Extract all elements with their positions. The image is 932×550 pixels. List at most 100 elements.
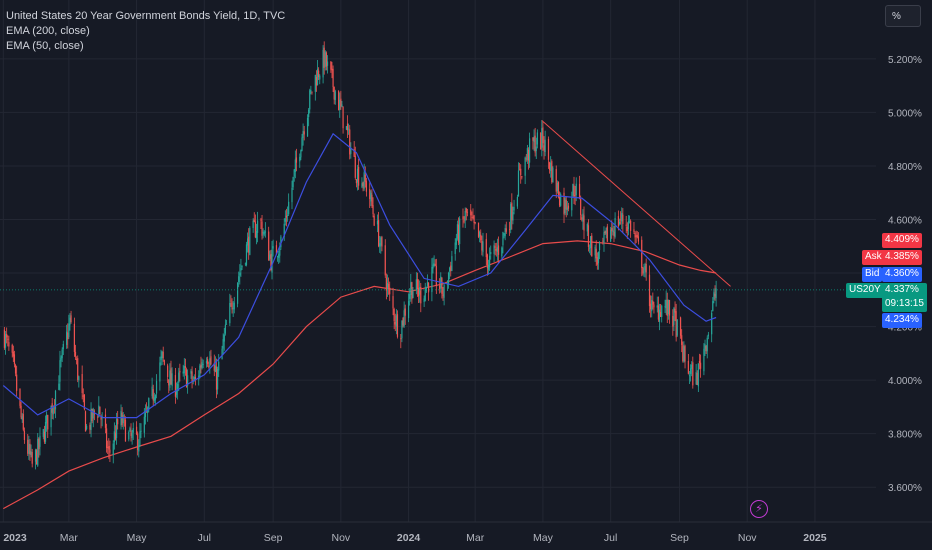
- candle-body: [270, 253, 272, 271]
- candle-body: [369, 189, 371, 200]
- candle-body: [510, 203, 512, 230]
- candle-body: [261, 221, 263, 236]
- candle-body: [695, 372, 697, 385]
- time-tick-label: 2025: [803, 532, 827, 544]
- candle-body: [253, 219, 255, 223]
- candle-body: [691, 364, 693, 369]
- candle-body: [443, 285, 445, 298]
- candle-body: [229, 302, 231, 324]
- legend-ema50[interactable]: EMA (50, close): [6, 40, 84, 52]
- candle-body: [272, 246, 274, 249]
- candle-body: [346, 123, 349, 131]
- candle-body: [370, 192, 372, 202]
- candle-body: [12, 351, 14, 357]
- candle-body: [575, 183, 577, 196]
- candle-body: [143, 416, 145, 433]
- candle-body: [672, 315, 674, 327]
- candle-body: [449, 267, 451, 272]
- candle-body: [582, 213, 584, 222]
- candle-body: [74, 351, 77, 357]
- candle-body: [311, 91, 313, 93]
- time-tick-label: May: [533, 532, 554, 544]
- candle-body: [602, 240, 604, 242]
- candle-body: [379, 243, 381, 247]
- legend-title[interactable]: United States 20 Year Government Bonds Y…: [6, 10, 286, 22]
- candle-body: [714, 293, 716, 297]
- candle-body: [566, 207, 568, 211]
- candle-body: [131, 432, 133, 438]
- candle-body: [648, 274, 651, 307]
- candle-body: [4, 334, 7, 348]
- candle-body: [128, 431, 130, 440]
- candle-body: [213, 362, 215, 371]
- candle-body: [333, 86, 335, 100]
- candle-body: [137, 433, 139, 450]
- candle-body: [82, 395, 84, 397]
- candle-body: [177, 383, 179, 392]
- candle-body: [202, 364, 204, 365]
- candle-body: [107, 446, 109, 449]
- candle-body: [605, 227, 607, 234]
- candle-body: [232, 308, 234, 310]
- candle-body: [417, 288, 420, 297]
- candle-body: [572, 183, 574, 196]
- candle-body: [415, 279, 417, 290]
- candle-body: [36, 450, 38, 465]
- candle-body: [401, 320, 403, 339]
- candle-body: [455, 238, 457, 245]
- candle-body: [194, 376, 197, 381]
- candle-body: [595, 248, 597, 259]
- last-price-value: 4.337%: [885, 284, 919, 295]
- candle-body: [300, 150, 302, 158]
- candle-body: [286, 215, 289, 216]
- legend-ema200[interactable]: EMA (200, close): [6, 25, 90, 37]
- candle-body: [68, 323, 70, 338]
- candle-body: [248, 236, 250, 253]
- candle-body: [308, 109, 310, 118]
- candle-body: [122, 415, 124, 424]
- candle-body: [684, 345, 686, 362]
- candle-body: [331, 68, 333, 71]
- candle-body: [61, 349, 63, 359]
- candle-body: [688, 375, 691, 377]
- candle-body: [433, 263, 435, 266]
- time-axis[interactable]: 2023 Mar May Jul Sep Nov 2024 Mar May Jul Sep Nov 20…: [0, 521, 932, 550]
- candle-body: [431, 266, 433, 293]
- candle-body: [636, 234, 638, 238]
- candle-body: [349, 129, 351, 155]
- last-price-tag: 4.337% 09:13:15: [882, 283, 927, 312]
- candle-body: [138, 445, 140, 452]
- time-tick-label: Jul: [198, 532, 211, 544]
- candle-body: [528, 138, 531, 163]
- candle-body: [489, 255, 491, 268]
- candle-body: [67, 332, 69, 340]
- candle-body: [3, 329, 6, 348]
- candle-body: [419, 287, 421, 295]
- candle-body: [54, 390, 57, 410]
- candle-body: [425, 286, 427, 292]
- candle-body: [481, 241, 483, 251]
- candle-body: [682, 345, 684, 362]
- candle-body: [20, 405, 22, 418]
- candle-body: [464, 210, 466, 221]
- candle-body: [707, 334, 709, 337]
- candle-body: [446, 284, 449, 285]
- candle-body: [175, 390, 178, 395]
- candle-body: [650, 303, 652, 310]
- candle-body: [442, 294, 444, 296]
- candle-body: [594, 246, 596, 256]
- lightning-icon[interactable]: ⚡: [750, 500, 768, 518]
- percent-scale-button[interactable]: %: [885, 5, 921, 27]
- ema50-price-tag: 4.234%: [882, 313, 922, 328]
- candle-body: [306, 118, 309, 137]
- candle-body: [633, 229, 635, 232]
- candle-body: [89, 424, 91, 430]
- candle-body: [239, 272, 241, 276]
- candle-body: [620, 219, 622, 221]
- candle-body: [364, 174, 366, 182]
- candle-body: [151, 386, 153, 397]
- candle-body: [60, 357, 62, 361]
- candle-body: [70, 315, 72, 323]
- candle-body: [318, 70, 320, 77]
